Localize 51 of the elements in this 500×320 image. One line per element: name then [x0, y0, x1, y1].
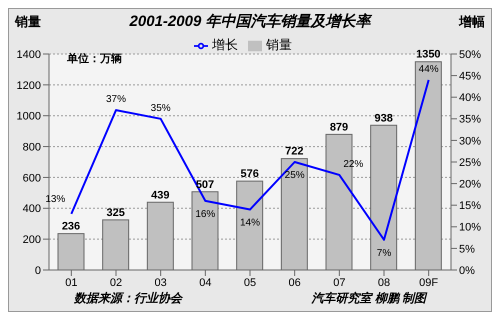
- y-tick-label: 800: [22, 141, 41, 154]
- y-tick-label: 1400: [16, 48, 41, 61]
- data-label: 44%: [418, 64, 439, 75]
- y-tick-label: 1200: [16, 80, 41, 92]
- data-label: 37%: [106, 94, 126, 106]
- legend-label: 增长: [212, 37, 238, 52]
- y2-tick-label: 20%: [459, 178, 482, 191]
- y-tick-label: 200: [22, 234, 41, 246]
- data-label: 14%: [240, 218, 260, 229]
- x-tick-label: 01: [65, 276, 78, 289]
- y-tick-label: 1000: [16, 110, 41, 123]
- data-label: 16%: [195, 208, 216, 220]
- data-label: 7%: [376, 248, 392, 259]
- y2-tick-label: 45%: [459, 70, 482, 83]
- x-tick-label: 04: [199, 276, 212, 289]
- x-tick-label: 02: [110, 276, 122, 289]
- y2-tick-label: 50%: [459, 48, 482, 61]
- y-axis-title: 销量: [15, 13, 41, 31]
- x-tick-label: 09F: [419, 276, 438, 289]
- y-tick-label: 0: [34, 264, 41, 277]
- source-note: 数据来源：行业协会: [74, 290, 182, 307]
- data-label: 25%: [284, 170, 305, 181]
- x-tick-label: 08: [378, 276, 390, 289]
- y2-tick-label: 30%: [459, 135, 482, 148]
- data-label: 236: [62, 220, 80, 233]
- data-label: 325: [106, 206, 125, 219]
- legend-label: 销量: [266, 37, 292, 52]
- data-label: 938: [374, 112, 393, 124]
- y2-axis-title: 增幅: [459, 13, 485, 31]
- data-label: 439: [151, 189, 170, 202]
- data-label: 1350: [416, 48, 441, 61]
- y2-tick-label: 25%: [459, 156, 482, 169]
- data-label: 722: [285, 146, 304, 158]
- y2-tick-label: 0%: [459, 264, 476, 277]
- x-tick-label: 03: [154, 276, 167, 289]
- x-tick-label: 06: [288, 276, 301, 289]
- y-tick-label: 600: [22, 172, 41, 184]
- y2-tick-label: 15%: [459, 200, 482, 212]
- y2-tick-label: 40%: [459, 92, 482, 104]
- x-tick-label: 05: [244, 276, 256, 289]
- y2-tick-label: 35%: [459, 114, 482, 126]
- data-label: 879: [330, 121, 348, 134]
- y2-tick-label: 10%: [459, 222, 482, 234]
- y2-tick-label: 5%: [459, 243, 476, 256]
- chart-title: 2001-2009 年中国汽车销量及增长率: [130, 13, 370, 30]
- annotation: 单位：万辆: [67, 52, 122, 66]
- data-label: 35%: [150, 102, 171, 114]
- y-tick-label: 400: [22, 203, 41, 216]
- data-label: 576: [240, 168, 259, 180]
- text: 汽车研究室 柳鹏 制图: [311, 290, 426, 307]
- x-tick-label: 07: [333, 276, 346, 289]
